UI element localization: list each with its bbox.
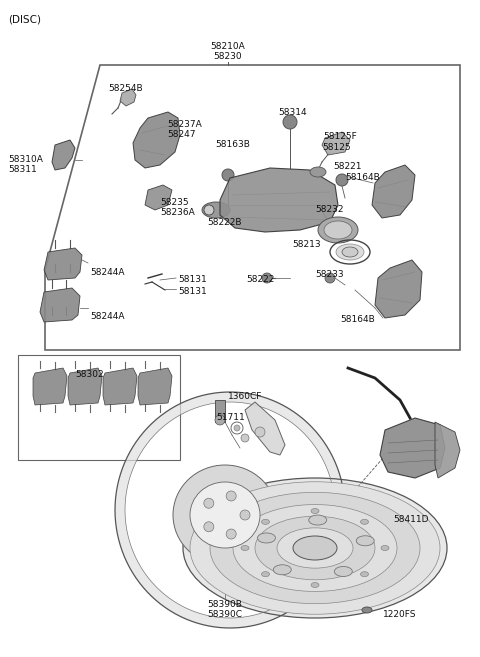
Ellipse shape [360,572,369,577]
Ellipse shape [324,221,352,239]
Bar [18,355,180,460]
Ellipse shape [336,244,364,260]
Text: 58314: 58314 [278,108,307,117]
Ellipse shape [173,465,277,565]
Ellipse shape [310,167,326,177]
Polygon shape [380,418,445,478]
Ellipse shape [204,205,214,215]
Ellipse shape [233,505,397,591]
Text: 58244A: 58244A [90,268,124,277]
Text: 58390B: 58390B [207,600,242,609]
Text: 58390C: 58390C [207,610,242,619]
Ellipse shape [362,607,372,613]
Ellipse shape [190,482,260,548]
Ellipse shape [293,536,337,560]
Ellipse shape [325,273,335,283]
Ellipse shape [183,478,447,618]
Polygon shape [138,368,172,405]
Text: 58233: 58233 [315,270,344,279]
Ellipse shape [262,273,272,283]
Polygon shape [52,140,75,170]
Ellipse shape [204,522,214,532]
Text: 58247: 58247 [167,130,195,139]
Ellipse shape [226,529,236,539]
Polygon shape [115,392,345,628]
Polygon shape [435,422,460,478]
Polygon shape [120,89,136,106]
Text: 51711: 51711 [216,413,245,422]
Ellipse shape [262,572,269,577]
Text: 58302: 58302 [76,370,104,379]
Ellipse shape [257,533,276,543]
Text: (DISC): (DISC) [8,14,41,24]
Ellipse shape [202,202,230,218]
Polygon shape [33,368,67,405]
Text: 1360CF: 1360CF [228,392,263,401]
Polygon shape [322,132,350,155]
Ellipse shape [360,519,369,524]
Text: 58125F: 58125F [323,132,357,141]
Text: 58230: 58230 [214,52,242,61]
Ellipse shape [262,519,269,524]
Ellipse shape [240,510,250,520]
Text: 58310A: 58310A [8,155,43,164]
Polygon shape [220,168,338,232]
Ellipse shape [210,492,420,604]
Ellipse shape [255,516,375,579]
Ellipse shape [241,434,249,442]
Ellipse shape [234,425,240,431]
Ellipse shape [255,427,265,437]
Polygon shape [375,260,422,318]
Text: 58232: 58232 [315,205,344,214]
Ellipse shape [190,482,440,614]
Text: 58411D: 58411D [393,515,429,524]
Text: 58131: 58131 [178,275,207,284]
Polygon shape [44,248,82,280]
Text: 1220FS: 1220FS [383,610,417,619]
Ellipse shape [295,537,335,558]
Ellipse shape [318,217,358,243]
Ellipse shape [356,535,374,546]
Text: 58210A: 58210A [211,42,245,51]
Polygon shape [372,165,415,218]
Polygon shape [68,368,102,405]
Text: 58235: 58235 [160,198,189,207]
Ellipse shape [309,515,327,525]
Text: 58244A: 58244A [90,312,124,321]
Ellipse shape [226,491,236,501]
Text: 58221: 58221 [333,162,361,171]
Text: 58164B: 58164B [345,173,380,182]
Text: 58213: 58213 [292,240,321,249]
Polygon shape [103,368,137,405]
Ellipse shape [342,247,358,257]
Ellipse shape [283,115,297,129]
Ellipse shape [277,528,353,568]
Bar [215,400,225,422]
Text: 58237A: 58237A [167,120,202,129]
Text: 58222: 58222 [246,275,275,284]
Ellipse shape [241,545,249,551]
Text: 58222B: 58222B [207,218,241,227]
Polygon shape [245,402,285,455]
Text: 58164B: 58164B [340,315,375,324]
Ellipse shape [215,415,225,425]
Ellipse shape [273,565,291,575]
Ellipse shape [204,498,214,509]
Text: 58254B: 58254B [108,84,143,93]
Ellipse shape [335,566,352,576]
Ellipse shape [336,174,348,186]
Text: 58125: 58125 [322,143,350,152]
Polygon shape [145,185,172,210]
Text: 58163B: 58163B [215,140,250,149]
Text: 58311: 58311 [8,165,37,174]
Ellipse shape [311,509,319,514]
Text: 58236A: 58236A [160,208,195,217]
Ellipse shape [381,545,389,551]
Ellipse shape [311,583,319,587]
Text: 58131: 58131 [178,287,207,296]
Ellipse shape [222,169,234,181]
Polygon shape [133,112,180,168]
Polygon shape [40,288,80,322]
